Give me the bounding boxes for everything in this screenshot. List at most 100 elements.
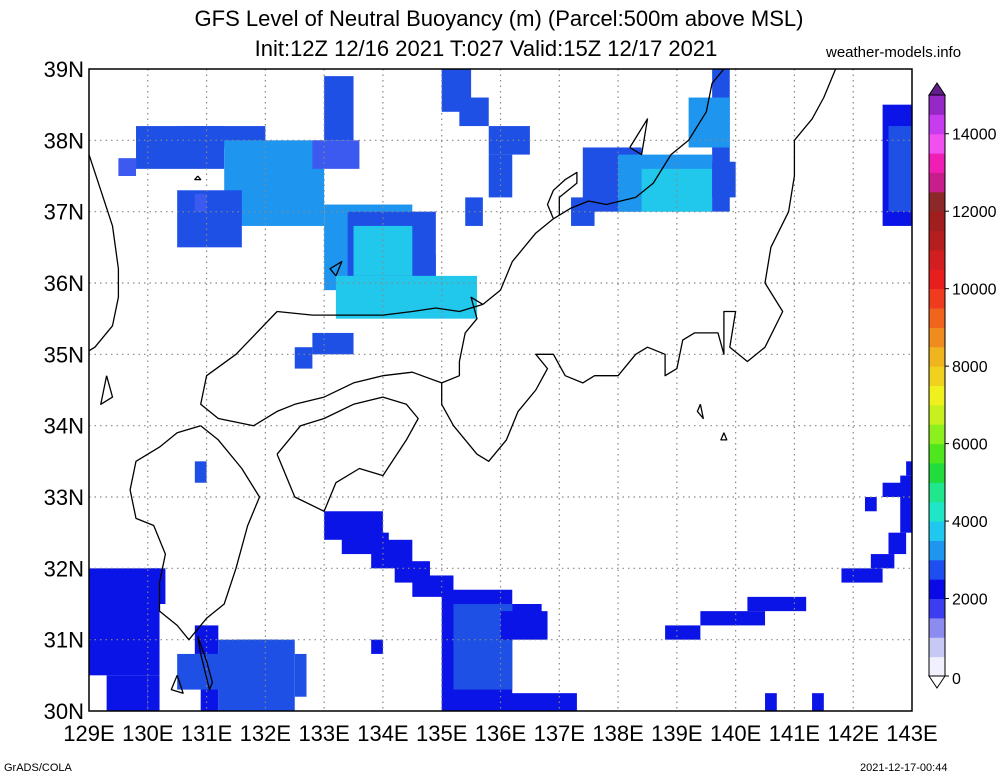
colorbar-segment [929,404,945,425]
colorbar-segment [929,462,945,483]
colorbar-segment [929,656,945,677]
field-cell [700,611,766,626]
field-cell [841,568,883,583]
colorbar-segment [929,308,945,328]
field-cell [324,76,354,141]
lon-tick-label: 143E [886,721,937,746]
coastline [200,311,442,427]
field-cell [106,675,148,711]
coastline [194,175,202,181]
colorbar-segment [929,482,945,503]
field-cell [688,97,730,148]
coastlines [89,69,837,694]
lon-tick-label: 135E [416,721,467,746]
colorbar-label: 4000 [952,514,988,531]
colorbar-segment [929,385,945,406]
colorbar-label: 0 [952,671,961,688]
source-label: weather-models.info [826,44,962,61]
colorbar-label: 14000 [952,127,997,144]
coastline [197,635,214,691]
colorbar-segment [929,598,945,619]
lat-tick-label: 33N [44,485,84,510]
lat-tick-label: 32N [44,556,84,581]
field-cell [765,693,777,711]
lon-tick-label: 133E [298,721,349,746]
colorbar-segment [929,269,945,290]
colorbar-segment [929,327,945,348]
field-cell [500,693,577,711]
lon-tick-label: 138E [592,721,643,746]
field-cell [235,639,278,654]
chart-subtitle: Init:12Z 12/16 2021 T:027 Valid:15Z 12/1… [254,36,718,61]
colorbar-segment [929,288,945,309]
field-cell [294,347,313,369]
lat-tick-label: 34N [44,414,84,439]
field-cell [147,675,160,711]
lat-tick-label: 35N [44,342,84,367]
field-cell [888,126,912,212]
lat-tick-label: 37N [44,200,84,225]
coastline [276,396,419,512]
lat-tick-label: 36N [44,271,84,296]
colorbar-segment [929,211,945,232]
field-cell [512,604,542,619]
lon-tick-label: 142E [828,721,879,746]
colorbar-segment [929,443,945,464]
colorbar-segment [929,637,945,658]
field-cell [488,126,530,155]
field-cell [312,332,354,355]
colorbar-label: 2000 [952,592,988,609]
chart-title: GFS Level of Neutral Buoyancy (m) (Parce… [194,6,804,31]
field-cell [571,197,595,226]
field-cell [312,140,360,169]
coastline [441,69,837,462]
colorbar-min-triangle [928,675,946,689]
lon-tick-label: 134E [357,721,408,746]
field-cell [888,532,907,555]
colorbar-segment [929,579,945,600]
colorbar-segment [929,172,945,193]
lon-tick-label: 132E [240,721,291,746]
colorbar-segment [929,617,945,638]
colorbar-segment [929,249,945,270]
colorbar-segment [929,114,945,135]
colorbar-label: 12000 [952,204,997,221]
lon-tick-label: 136E [475,721,526,746]
coastline [629,118,649,156]
colorbar-segment [929,153,945,173]
field-cell [371,639,383,654]
field-cell [906,461,912,476]
colorbar-segment [929,501,945,522]
lon-tick-label: 130E [122,721,173,746]
colorbar-segment [929,521,945,541]
field-cell [294,653,307,697]
field-cell [712,161,736,198]
field-cell [882,482,912,497]
field-cell [459,97,489,127]
field-cell [147,568,166,604]
lon-tick-label: 141E [769,721,820,746]
footer-software: GrADS/COLA [4,762,72,774]
coastline [170,675,184,694]
field-cell [177,190,242,248]
lat-tick-label: 38N [44,128,84,153]
longitude-labels: 129E 130E 131E 132E 133E 134E 135E 136E 137E 138E… [63,721,937,746]
field-cell [488,154,513,198]
map-frame [88,68,913,712]
lon-tick-label: 137E [534,721,585,746]
coastline [546,171,578,220]
field-cell [864,497,877,512]
lon-tick-label: 140E [710,721,761,746]
lat-tick-label: 39N [44,57,84,82]
colorbar-frame [928,94,946,677]
field-cell [900,475,912,533]
lat-tick-label: 30N [44,699,84,724]
colorbar-segment [929,95,945,115]
field-cell [665,625,701,640]
colorbar-segment [929,133,945,154]
coastline [100,375,114,405]
lon-tick-label: 139E [651,721,702,746]
colorbar-segment [929,191,945,212]
field-cell [118,158,137,176]
